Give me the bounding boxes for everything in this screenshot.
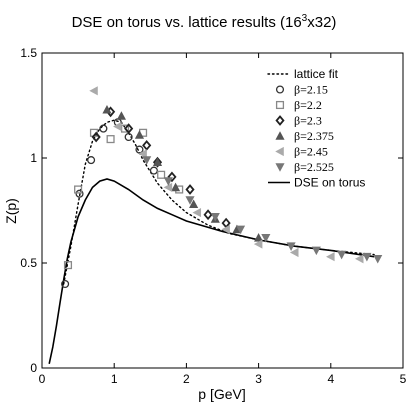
data-point-6 bbox=[261, 233, 271, 243]
legend: lattice fit β=2.15β=2.2 β=2.3β=2.375 β=2.45… bbox=[267, 67, 365, 190]
legend-label-2: β=2.2 bbox=[294, 98, 322, 112]
x-tick-label: 1 bbox=[111, 372, 118, 386]
chart-title-end: x32) bbox=[307, 14, 336, 31]
legend-marker-5 bbox=[275, 146, 284, 157]
data-point-4 bbox=[189, 199, 199, 209]
legend-marker-2 bbox=[275, 100, 285, 110]
y-tick-label: 1 bbox=[30, 151, 37, 165]
data-point-4 bbox=[254, 233, 264, 242]
y-tick-label: 0.5 bbox=[20, 256, 37, 270]
data-point-5 bbox=[221, 224, 230, 234]
data-point-1 bbox=[87, 156, 96, 165]
data-point-5 bbox=[89, 86, 98, 96]
data-point-2 bbox=[74, 185, 83, 194]
data-point-5 bbox=[113, 121, 122, 132]
y-tick-label: 0 bbox=[30, 361, 37, 375]
data-point-6 bbox=[311, 246, 321, 256]
legend-marker-6 bbox=[275, 163, 285, 172]
data-point-6 bbox=[185, 196, 195, 205]
y-axis-label: Z(p) bbox=[3, 198, 19, 224]
series-markers bbox=[61, 86, 383, 289]
series-lines bbox=[48, 119, 375, 364]
data-point-2 bbox=[63, 261, 73, 270]
data-point-1 bbox=[75, 189, 84, 198]
x-tick-label: 2 bbox=[183, 372, 190, 386]
data-point-4 bbox=[102, 104, 112, 114]
data-point-5 bbox=[289, 247, 299, 258]
data-point-2 bbox=[120, 124, 130, 133]
data-point-2 bbox=[157, 170, 166, 179]
data-point-6 bbox=[337, 250, 347, 260]
chart-title-main: DSE on torus vs. lattice results (16 bbox=[72, 14, 302, 31]
data-point-3 bbox=[203, 209, 213, 221]
x-tick-label: 5 bbox=[400, 372, 407, 386]
x-tick-label: 3 bbox=[255, 372, 262, 386]
y-tick-label: 1.5 bbox=[20, 46, 37, 60]
data-point-4 bbox=[171, 182, 181, 192]
legend-marker-4 bbox=[275, 131, 285, 140]
series-line-7 bbox=[48, 178, 375, 364]
data-point-4 bbox=[152, 157, 163, 167]
data-point-5 bbox=[192, 208, 202, 218]
legend-label-4: β=2.375 bbox=[294, 129, 334, 143]
plot-frame bbox=[41, 52, 404, 369]
x-tick-label: 0 bbox=[39, 372, 46, 386]
data-point-6 bbox=[235, 225, 246, 235]
data-point-2 bbox=[106, 135, 115, 144]
data-point-6 bbox=[286, 242, 296, 251]
data-point-6 bbox=[362, 252, 372, 262]
x-axis-label: p [GeV] bbox=[198, 386, 245, 402]
legend-label-5: β=2.45 bbox=[294, 145, 328, 159]
legend-label-3: β=2.3 bbox=[294, 114, 322, 128]
legend-label-6: β=2.525 bbox=[294, 160, 334, 174]
data-point-1 bbox=[99, 124, 108, 133]
legend-label-1: β=2.15 bbox=[294, 83, 328, 97]
axis-ticks: 0 1 2 3 4 5 0 0.5 1 1.5 bbox=[20, 46, 406, 386]
x-tick-label: 4 bbox=[327, 372, 334, 386]
legend-label-0: lattice fit bbox=[294, 67, 339, 81]
data-point-5 bbox=[326, 252, 335, 262]
data-point-3 bbox=[91, 131, 101, 143]
data-point-5 bbox=[253, 239, 263, 249]
data-point-5 bbox=[163, 182, 173, 192]
data-point-5 bbox=[138, 149, 147, 159]
data-point-6 bbox=[373, 254, 383, 264]
data-point-3 bbox=[167, 171, 177, 183]
data-point-1 bbox=[135, 145, 144, 154]
data-point-1 bbox=[61, 279, 70, 289]
data-point-6 bbox=[163, 177, 173, 186]
chart-title-sup: 3 bbox=[302, 13, 308, 24]
data-point-1 bbox=[149, 166, 158, 175]
legend-marker-1 bbox=[275, 85, 285, 94]
legend-marker-3 bbox=[275, 115, 285, 126]
data-point-3 bbox=[124, 123, 134, 134]
data-point-4 bbox=[134, 130, 145, 139]
chart-title: DSE on torus vs. lattice results (163x32… bbox=[72, 13, 337, 31]
data-point-3 bbox=[185, 184, 195, 195]
data-point-3 bbox=[142, 140, 152, 151]
data-point-3 bbox=[152, 156, 163, 168]
data-point-6 bbox=[142, 156, 152, 165]
data-point-6 bbox=[210, 212, 220, 222]
data-point-4 bbox=[116, 111, 126, 120]
legend-label-7: DSE on torus bbox=[294, 176, 365, 190]
data-point-5 bbox=[354, 254, 364, 264]
